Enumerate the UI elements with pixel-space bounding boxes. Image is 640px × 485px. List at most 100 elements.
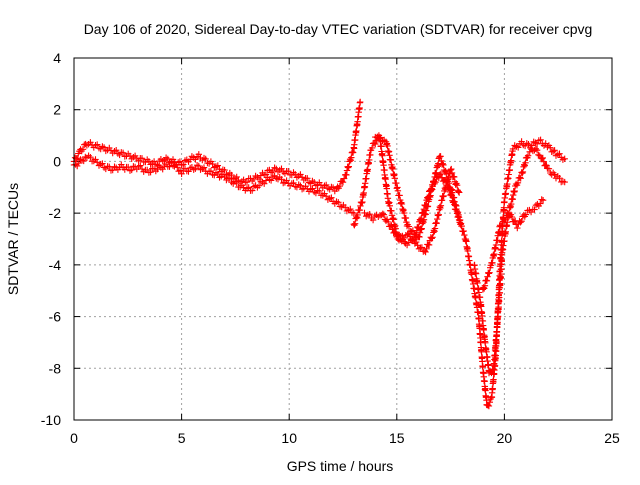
grid-layer	[74, 58, 612, 420]
data-point-marker	[535, 151, 542, 158]
data-point-marker	[518, 138, 525, 145]
data-point-marker	[481, 285, 488, 292]
marks-layer	[70, 98, 568, 410]
data-point-marker	[351, 220, 359, 227]
data-point-marker	[454, 210, 461, 217]
y-tick-label: -4	[49, 257, 62, 273]
data-point-marker	[339, 179, 347, 186]
data-point-marker	[297, 182, 304, 189]
data-point-marker	[439, 193, 447, 200]
data-point-marker	[226, 175, 233, 182]
data-point-marker	[455, 211, 462, 218]
data-point-marker	[432, 170, 439, 177]
data-point-marker	[361, 209, 368, 217]
data-point-marker	[369, 216, 377, 224]
data-point-marker	[398, 199, 405, 206]
data-point-marker	[94, 141, 101, 148]
data-point-marker	[519, 168, 527, 176]
data-point-marker	[452, 201, 459, 209]
data-point-marker	[72, 161, 79, 168]
data-point-marker	[538, 196, 545, 203]
data-point-marker	[366, 211, 373, 218]
data-point-marker	[398, 200, 406, 208]
data-point-marker	[372, 140, 379, 148]
data-point-marker	[412, 234, 419, 241]
data-point-marker	[540, 158, 547, 165]
data-point-marker	[411, 230, 418, 238]
data-point-marker	[437, 153, 444, 160]
data-point-marker	[214, 162, 221, 169]
data-point-marker	[290, 179, 297, 187]
plot-frame	[73, 57, 613, 421]
data-point-marker	[94, 159, 101, 166]
data-point-marker	[343, 167, 351, 174]
x-tick-label: 0	[70, 430, 78, 446]
data-point-marker	[516, 174, 523, 181]
data-point-marker	[349, 149, 357, 156]
data-point-marker	[233, 179, 240, 187]
data-point-marker	[377, 134, 384, 141]
data-point-marker	[195, 151, 202, 158]
data-point-marker	[539, 154, 546, 162]
data-point-marker	[547, 144, 554, 151]
data-point-marker	[522, 211, 530, 218]
y-tick-label: -8	[49, 360, 62, 376]
data-point-marker	[458, 222, 465, 230]
data-point-marker	[309, 185, 316, 192]
data-point-marker	[445, 175, 452, 183]
data-point-marker	[147, 169, 154, 176]
data-point-marker	[485, 270, 492, 277]
data-point-marker	[416, 229, 424, 236]
data-point-marker	[440, 161, 447, 169]
data-point-marker	[396, 192, 403, 199]
data-point-marker	[442, 167, 449, 175]
data-point-marker	[345, 163, 352, 170]
data-point-marker	[233, 173, 240, 181]
y-tick-label: 4	[53, 50, 61, 66]
x-tick-label: 15	[389, 430, 405, 446]
data-point-marker	[521, 162, 528, 169]
data-point-marker	[343, 171, 350, 179]
x-tick-label: 5	[178, 430, 186, 446]
data-point-marker	[192, 165, 199, 172]
data-point-marker	[113, 147, 120, 154]
data-point-marker	[87, 154, 94, 161]
data-point-marker	[395, 237, 403, 244]
data-point-marker	[388, 207, 395, 214]
data-point-marker	[429, 234, 436, 241]
data-point-marker	[413, 238, 420, 246]
data-point-marker	[353, 214, 361, 222]
data-point-marker	[323, 193, 330, 200]
data-point-marker	[245, 184, 252, 191]
data-point-marker	[488, 369, 495, 377]
data-point-marker	[385, 218, 392, 226]
data-point-marker	[446, 180, 453, 187]
data-point-marker	[556, 175, 563, 182]
data-point-marker	[100, 144, 108, 151]
data-point-marker	[532, 202, 540, 209]
data-point-marker	[349, 148, 356, 156]
data-point-marker	[486, 399, 493, 406]
x-tick-label: 20	[497, 430, 513, 446]
data-point-marker	[533, 147, 541, 154]
data-point-marker	[522, 159, 529, 166]
data-point-marker	[448, 186, 455, 193]
y-tick-label: 0	[53, 153, 61, 169]
data-point-marker	[304, 175, 311, 182]
data-point-marker	[335, 199, 342, 206]
data-point-marker	[418, 225, 425, 232]
data-point-marker	[509, 145, 517, 153]
data-point-marker	[485, 402, 493, 410]
data-point-marker	[285, 168, 292, 175]
data-point-marker	[551, 147, 558, 154]
data-point-marker	[368, 144, 376, 152]
data-point-marker	[323, 181, 330, 189]
data-point-marker	[336, 182, 343, 190]
data-point-marker	[249, 187, 256, 194]
y-tick-label: -10	[41, 412, 61, 428]
data-point-marker	[449, 189, 456, 196]
data-point-marker	[518, 218, 525, 225]
data-point-marker	[435, 212, 442, 219]
data-point-marker	[345, 164, 352, 171]
